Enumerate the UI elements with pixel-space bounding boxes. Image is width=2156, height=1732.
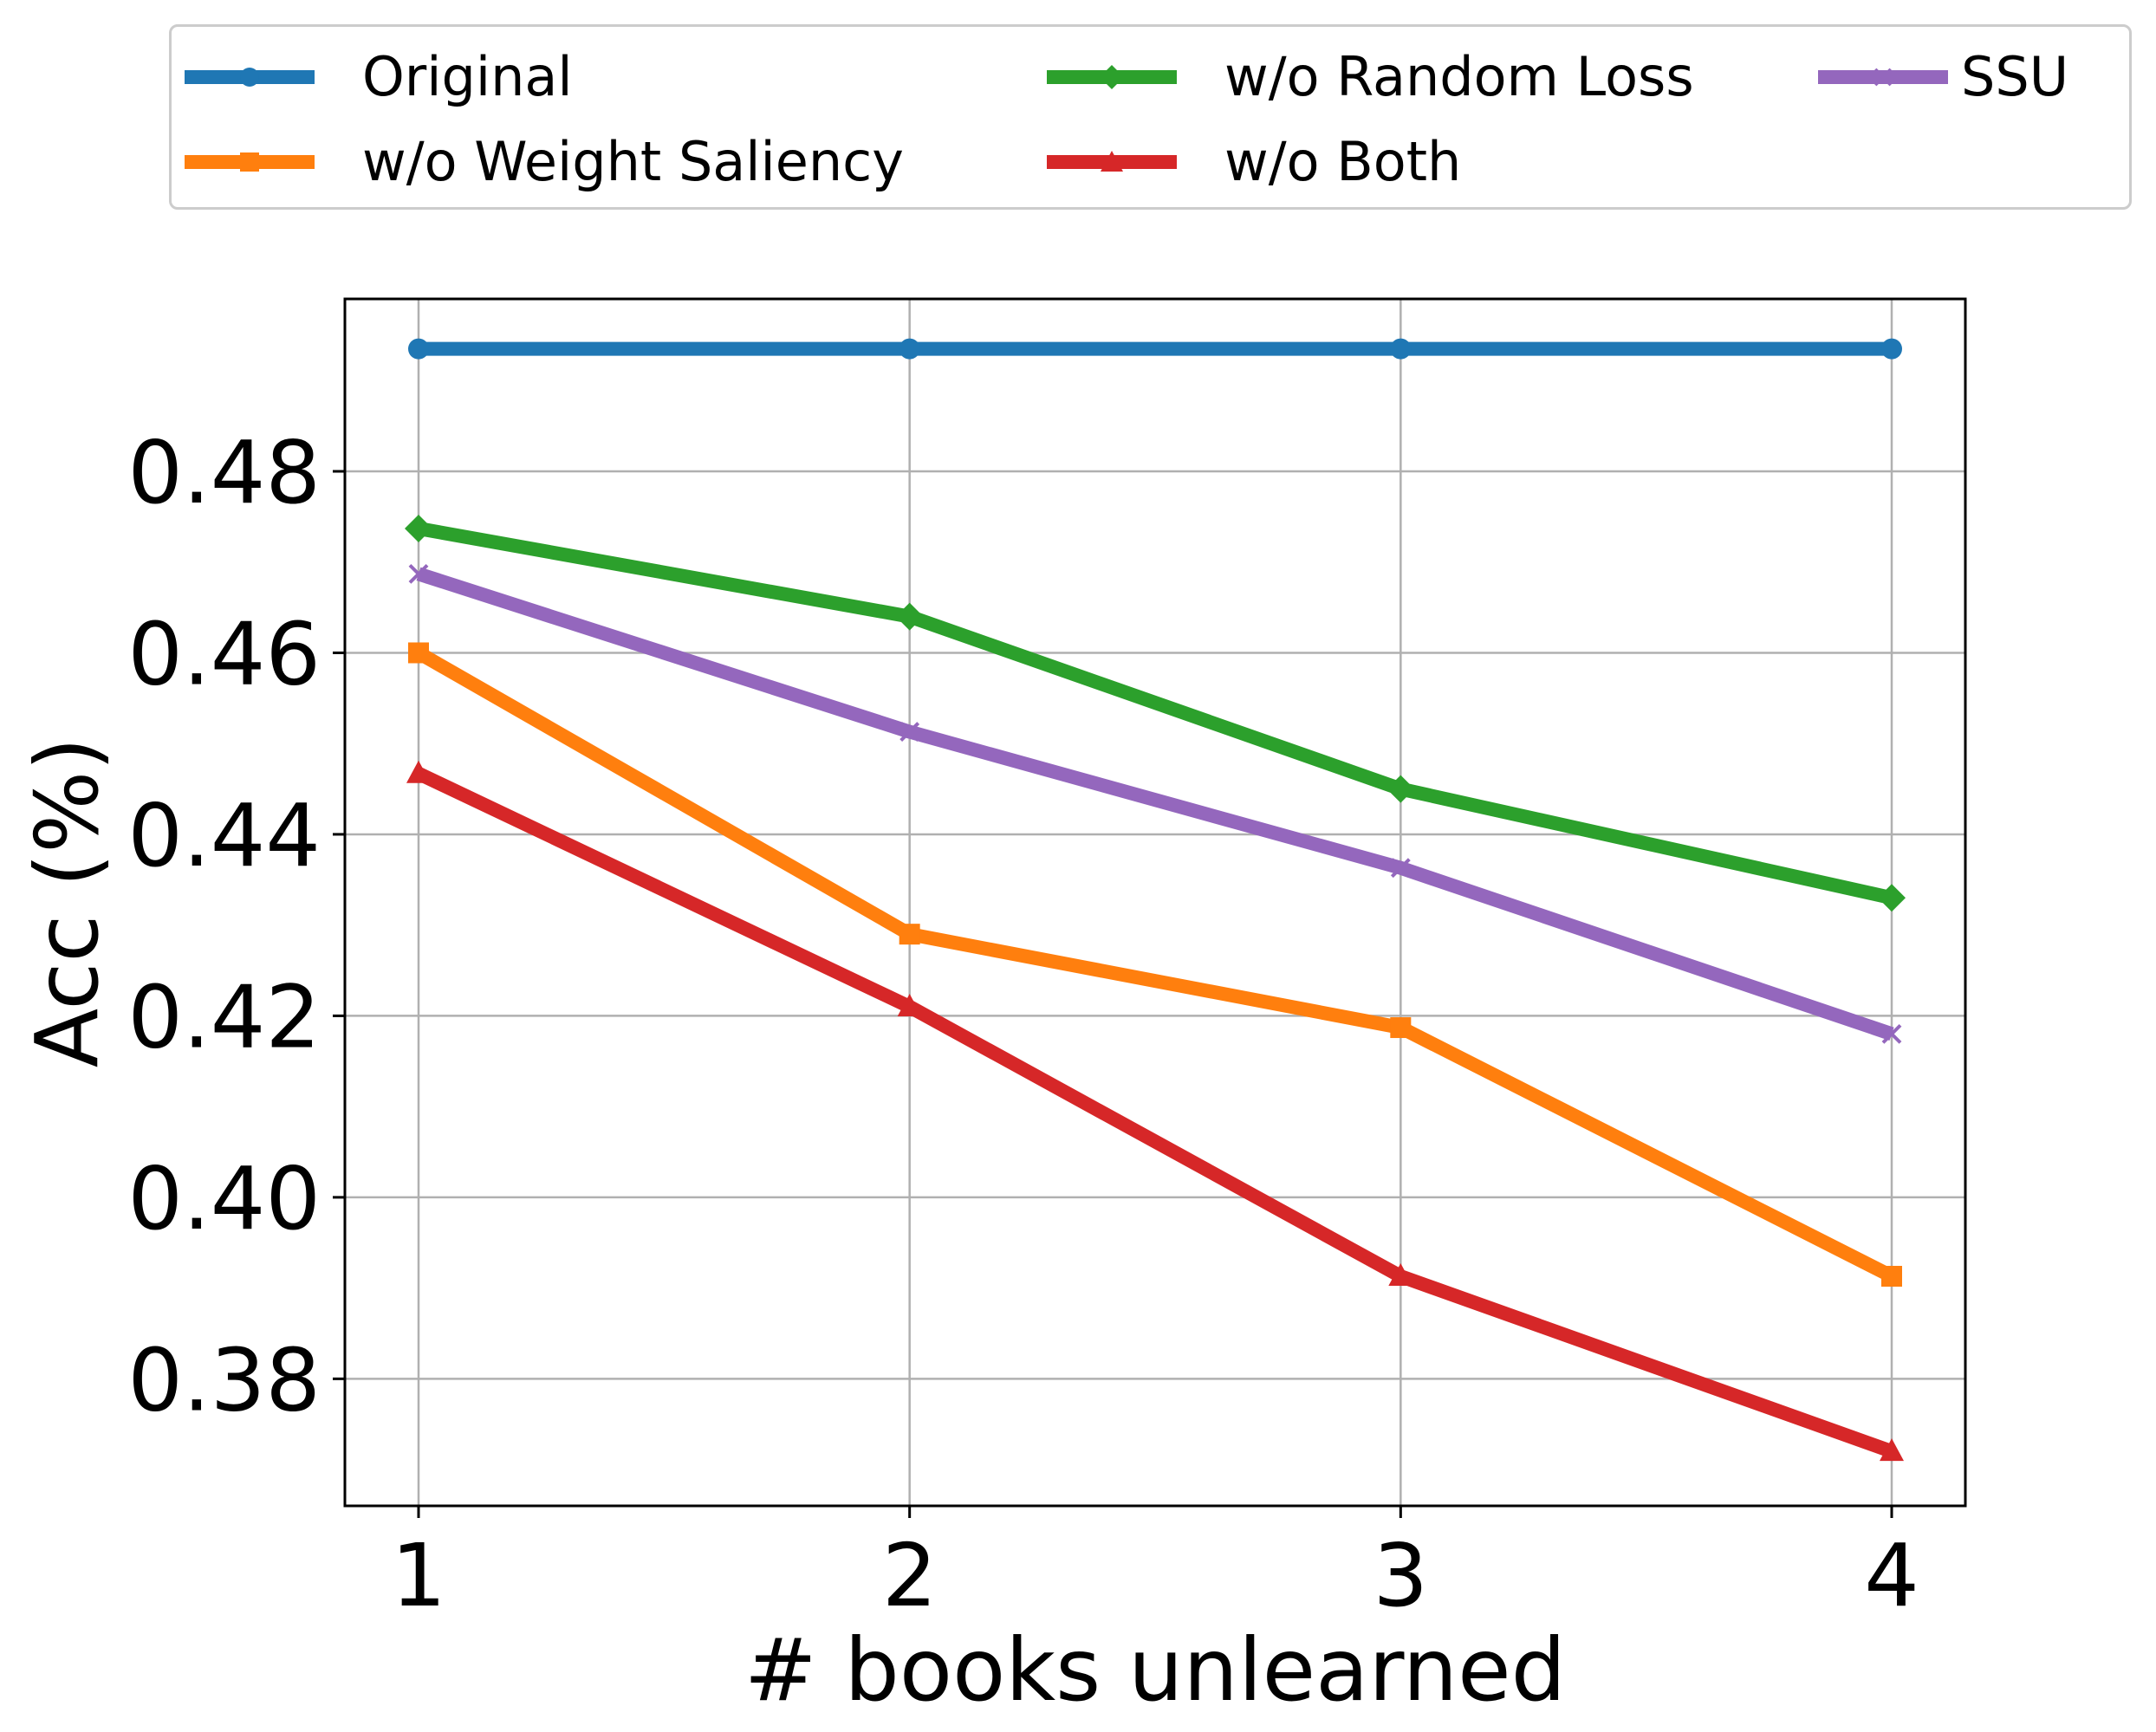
data-point-ssu [1881,1023,1902,1044]
data-point-w-o-random-loss [1386,775,1415,803]
legend-swatch-wo-weight-saliency [185,152,315,172]
series-ssu [408,563,1902,1044]
series-w-o-weight-saliency [408,642,1902,1288]
data-point-original [1881,338,1902,360]
data-point-ssu [1390,858,1411,879]
grid [345,299,1965,1506]
data-point-w-o-weight-saliency [1881,1266,1902,1288]
series-line-w-o-both [415,767,1894,1458]
data-point-w-o-random-loss [895,602,924,631]
data-point-original [1390,338,1412,360]
x-axis-label: # books unlearned [744,1619,1566,1721]
axis-ticks: 1 2 3 4 0.38 0.40 0.42 0.44 0.46 0.48 [127,422,1919,1626]
y-tick-label: 0.48 [127,422,321,523]
legend-label-original: Original [362,45,573,108]
data-point-ssu [408,563,429,584]
y-tick-label: 0.46 [127,603,321,704]
series-original [408,338,1902,360]
legend-label-wo-weight-saliency: w/o Weight Saliency [362,130,904,193]
data-point-w-o-both [1388,1263,1413,1287]
y-tick-label: 0.44 [127,785,321,886]
legend-swatch-ssu [1818,68,1948,87]
x-tick-label: 3 [1373,1525,1429,1626]
series-w-o-both [406,760,1904,1462]
legend-swatch-wo-both [1047,151,1177,172]
series-line-w-o-weight-saliency [415,646,1895,1283]
data-point-w-o-weight-saliency [899,924,920,945]
y-axis-label: Acc (%) [16,737,118,1067]
series-line-w-o-random-loss [417,522,1893,905]
data-point-w-o-random-loss [1878,884,1906,912]
y-tick-label: 0.38 [127,1329,321,1430]
data-point-ssu [899,722,920,743]
series-lines [405,338,1906,1462]
y-tick-label: 0.42 [127,966,321,1067]
series-w-o-random-loss [405,514,1906,912]
data-point-original [408,338,429,360]
data-point-w-o-weight-saliency [408,642,429,664]
x-tick-label: 2 [882,1525,938,1626]
data-point-w-o-weight-saliency [1390,1017,1412,1039]
plot-frame [343,297,1967,1508]
x-tick-label: 1 [391,1525,446,1626]
legend-label-wo-random-loss: w/o Random Loss [1224,45,1694,108]
data-point-w-o-both [897,993,922,1016]
legend-label-ssu: SSU [1961,45,2069,108]
legend-swatch-wo-random-loss [1047,65,1177,89]
legend: Original w/o Weight Saliency w/o Random … [169,24,2132,210]
x-tick-label: 4 [1864,1525,1919,1626]
y-tick-label: 0.40 [127,1148,321,1249]
series-line-ssu [416,567,1894,1041]
legend-swatch-original [185,68,315,87]
data-point-w-o-random-loss [405,514,432,542]
data-point-w-o-both [1880,1438,1904,1462]
legend-label-wo-both: w/o Both [1224,130,1462,193]
data-point-original [899,338,920,360]
data-point-w-o-both [406,760,431,783]
